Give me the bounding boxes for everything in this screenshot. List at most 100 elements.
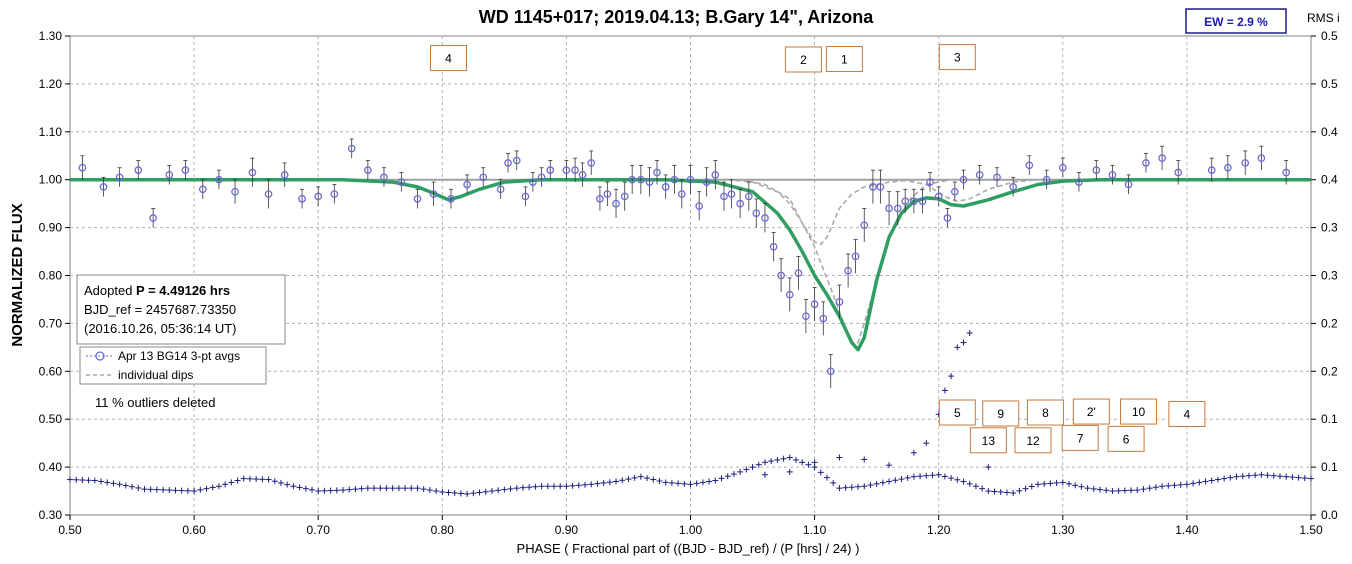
rms-cross	[222, 481, 229, 488]
rms-cross	[1134, 487, 1141, 494]
rms-cross	[948, 475, 955, 482]
dip-label-text: 10	[1132, 405, 1146, 419]
rms-cross	[631, 474, 638, 481]
y-tick-label: 1.00	[39, 173, 63, 187]
rms-cross	[774, 456, 781, 463]
data-point	[661, 183, 670, 191]
data-point	[215, 175, 223, 184]
dip-label-frame	[1120, 398, 1158, 425]
data-point	[562, 166, 571, 174]
rms-cross	[395, 485, 402, 492]
rms-cross	[886, 478, 893, 485]
rms-cross	[786, 454, 793, 461]
dip-label-box: 7	[1061, 424, 1099, 451]
y2-tick-label: 0.4	[1321, 173, 1338, 187]
rms-cross	[966, 480, 973, 487]
rms-cross	[160, 486, 167, 493]
dip-label-frame	[938, 44, 976, 71]
rms-cross	[792, 456, 799, 463]
rms-cross	[1121, 487, 1128, 494]
rms-cross	[178, 487, 185, 494]
rms-cross	[1276, 473, 1283, 480]
rms-cross	[867, 482, 874, 489]
rms-cross	[706, 478, 713, 485]
data-point	[1025, 161, 1034, 170]
rms-cross	[464, 490, 471, 497]
dip-label-frame	[982, 400, 1020, 427]
x-tick-label: 1.20	[927, 523, 951, 537]
rms-cross	[209, 484, 216, 491]
x-tick-label: 1.40	[1175, 523, 1199, 537]
rms-cross	[1270, 472, 1277, 479]
data-point	[869, 183, 877, 191]
data-point	[280, 171, 289, 179]
data-point	[612, 199, 620, 208]
info-line1-prefix: Adopted	[84, 283, 136, 298]
rms-cross	[656, 477, 663, 484]
data-point	[860, 221, 869, 230]
dip-label-frame	[1014, 427, 1052, 454]
rms-cross	[1295, 474, 1302, 481]
y2-tick-label: 0.3	[1321, 269, 1338, 283]
rms-cross	[526, 484, 533, 491]
rms-cross	[985, 464, 992, 471]
data-point	[298, 195, 306, 203]
rms-cross	[1115, 487, 1122, 494]
data-point	[1009, 183, 1018, 191]
data-point	[1042, 175, 1051, 184]
outlier-note: 11 % outliers deleted	[95, 395, 215, 410]
rms-cross	[799, 459, 806, 466]
rms-cross	[1233, 473, 1240, 480]
rms-cross	[1128, 487, 1135, 494]
dip-label-frame	[1168, 400, 1206, 427]
dip-label-text: 6	[1123, 432, 1130, 446]
rms-cross	[929, 472, 936, 479]
y2-tick-label: 0.5	[1321, 29, 1338, 43]
rms-cross	[116, 481, 123, 488]
info-date: (2016.10.26, 05:36:14 UT)	[84, 321, 237, 336]
data-point	[314, 192, 323, 201]
data-point	[819, 314, 828, 323]
dip-label-frame	[430, 45, 468, 72]
rms-cross	[495, 487, 502, 494]
rms-cross	[327, 487, 334, 494]
data-point	[1124, 180, 1133, 189]
rms-cross	[1140, 486, 1147, 493]
data-point	[596, 195, 604, 203]
rms-cross	[1016, 487, 1023, 494]
info-period: P = 4.49126 hrs	[136, 283, 230, 298]
rms-cross	[538, 483, 545, 490]
rms-cross	[346, 486, 353, 493]
rms-cross	[253, 476, 260, 483]
x-axis-ticks: 0.50 0.60 0.70 0.80 0.90 1.00 1.10 1.20 1.30 1.40…	[58, 515, 1323, 537]
rms-cross	[352, 486, 359, 493]
data-point	[1075, 178, 1083, 186]
data-point	[695, 202, 704, 210]
rms-cross	[662, 479, 669, 486]
rms-cross	[426, 487, 433, 494]
rms-cross	[836, 454, 843, 461]
rms-cross	[761, 459, 768, 466]
rms-cross	[215, 483, 222, 490]
legend-circle-icon	[95, 351, 105, 361]
data-point	[645, 178, 654, 186]
rms-cross	[513, 485, 520, 492]
legend: Apr 13 BG14 3-pt avgs individual dips	[79, 346, 267, 385]
x-tick-label: 0.60	[182, 523, 206, 537]
rms-cross	[917, 473, 924, 480]
rms-cross	[470, 490, 477, 497]
rms-cross	[737, 468, 744, 475]
data-point	[1092, 166, 1101, 174]
dip-label-box: 13	[969, 427, 1007, 454]
rms-cross	[240, 475, 247, 482]
rms-cross	[259, 476, 266, 483]
rms-cross	[644, 475, 651, 482]
data-point	[720, 192, 728, 201]
rms-cross	[991, 488, 998, 495]
data-point	[844, 266, 852, 275]
rms-cross	[166, 487, 173, 494]
rms-cross	[476, 489, 483, 496]
data-point	[851, 252, 860, 261]
rms-cross	[1028, 483, 1035, 490]
data-point	[910, 197, 918, 206]
